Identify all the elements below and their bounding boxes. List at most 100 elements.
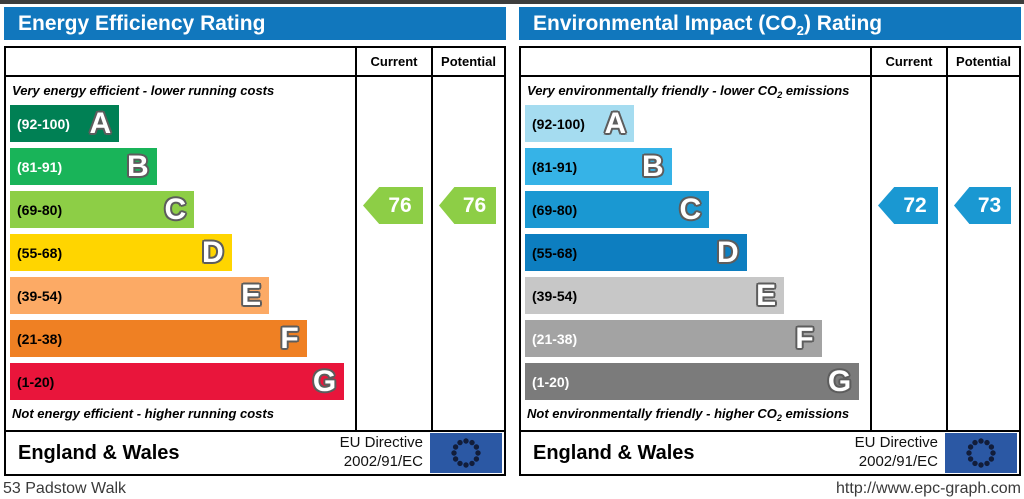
header-spacer [6, 48, 355, 75]
band-range-label: (69-80) [17, 201, 63, 218]
top-caption-suffix: emissions [782, 83, 850, 98]
rating-band-a: (92-100) A [10, 105, 120, 142]
rating-band-a: (92-100) A [525, 105, 635, 142]
eu-directive-line1: EU Directive [339, 434, 423, 452]
potential-column-header: Potential [946, 48, 1019, 75]
bottom-caption-subscript: 2 [776, 413, 782, 423]
epc-charts-row: Energy Efficiency Rating Current Potenti… [0, 4, 1024, 476]
region-label: England & Wales [533, 441, 695, 464]
current-column-header: Current [355, 48, 431, 75]
column-header-row: Current Potential [6, 48, 504, 77]
bottom-caption-text: Not environmentally friendly - higher CO [527, 406, 777, 421]
potential-value-column: 73 [946, 77, 1019, 430]
band-range-label: (92-100) [17, 115, 70, 132]
header-spacer [521, 48, 870, 75]
co2-rating-table: Current Potential Very environmentally f… [519, 46, 1021, 476]
band-letter: G [312, 364, 337, 398]
band-range-label: (39-54) [532, 287, 578, 304]
rating-band-c: (69-80) C [10, 191, 195, 228]
eu-directive-label: EU Directive 2002/91/EC [855, 434, 945, 472]
rating-band-g: (1-20) G [525, 363, 860, 400]
band-range-label: (21-38) [532, 330, 578, 347]
band-letter: E [241, 278, 262, 312]
rating-band-f: (21-38) F [525, 320, 822, 357]
band-range-label: (21-38) [17, 330, 63, 347]
current-column-header: Current [870, 48, 946, 75]
top-caption: Very environmentally friendly - lower CO… [527, 83, 866, 100]
eu-flag-icon [945, 433, 1017, 473]
eu-directive-label: EU Directive 2002/91/EC [340, 434, 430, 472]
eu-flag-icon [430, 433, 502, 473]
rating-band-f: (21-38) F [10, 320, 307, 357]
band-letter: A [604, 106, 627, 140]
current-value-column: 76 [355, 77, 431, 430]
energy-rating-table: Current Potential Very energy efficient … [4, 46, 506, 476]
top-caption-text: Very environmentally friendly - lower CO [527, 83, 778, 98]
rating-band-d: (55-68) D [10, 234, 232, 271]
top-caption: Very energy efficient - lower running co… [12, 83, 351, 100]
bottom-caption: Not energy efficient - higher running co… [12, 406, 351, 423]
rating-band-g: (1-20) G [10, 363, 345, 400]
band-letter: C [164, 192, 187, 226]
band-letter: D [716, 235, 739, 269]
property-address: 53 Padstow Walk [3, 480, 127, 497]
band-letter: B [641, 149, 664, 183]
band-range-label: (55-68) [17, 244, 63, 261]
potential-rating-value: 73 [977, 193, 1002, 217]
footnote-bar: 53 Padstow Walk http://www.epc-graph.com [0, 476, 1024, 498]
rating-body: Very environmentally friendly - lower CO… [521, 77, 1019, 430]
potential-column-header: Potential [431, 48, 504, 75]
panel-title-text: Environmental Impact (CO [533, 12, 797, 35]
rating-band-e: (39-54) E [10, 277, 270, 314]
rating-band-b: (81-91) B [10, 148, 157, 185]
band-range-label: (1-20) [532, 373, 570, 390]
band-letter: B [126, 149, 149, 183]
source-website-url: http://www.epc-graph.com [836, 480, 1021, 497]
window-top-border [0, 0, 1024, 4]
rating-band-b: (81-91) B [525, 148, 672, 185]
rating-band-c: (69-80) C [525, 191, 710, 228]
top-caption-subscript: 2 [777, 90, 783, 100]
potential-rating-arrow: 76 [439, 187, 496, 224]
band-letter: F [280, 321, 299, 355]
panel-title-suffix: ) Rating [803, 12, 883, 35]
band-letter: A [89, 106, 112, 140]
band-letter: D [201, 235, 224, 269]
eu-directive-line2: 2002/91/EC [858, 453, 938, 470]
panel-title-subscript: 2 [796, 23, 804, 38]
environmental-impact-panel: Environmental Impact (CO2) Rating Curren… [519, 7, 1021, 476]
bottom-caption-suffix: emissions [781, 406, 850, 421]
band-range-label: (69-80) [532, 201, 578, 218]
potential-value-column: 76 [431, 77, 504, 430]
band-range-label: (1-20) [17, 373, 55, 390]
rating-band-e: (39-54) E [525, 277, 785, 314]
current-value-column: 72 [870, 77, 946, 430]
potential-rating-value: 76 [462, 193, 487, 217]
band-letter: G [827, 364, 852, 398]
rating-bands-column: Very environmentally friendly - lower CO… [521, 77, 870, 430]
rating-body: Very energy efficient - lower running co… [6, 77, 504, 430]
panel-footer: England & Wales EU Directive 2002/91/EC [6, 430, 504, 474]
band-range-label: (81-91) [17, 158, 63, 175]
energy-panel-title: Energy Efficiency Rating [4, 7, 506, 40]
potential-rating-arrow: 73 [954, 187, 1011, 224]
band-range-label: (39-54) [17, 287, 63, 304]
band-range-label: (81-91) [532, 158, 578, 175]
region-label: England & Wales [18, 441, 180, 464]
column-header-row: Current Potential [521, 48, 1019, 77]
energy-efficiency-panel: Energy Efficiency Rating Current Potenti… [4, 7, 506, 476]
bottom-caption-text: Not energy efficient - higher running co… [12, 406, 274, 421]
panel-footer: England & Wales EU Directive 2002/91/EC [521, 430, 1019, 474]
current-rating-arrow: 76 [363, 187, 423, 224]
band-letter: E [756, 278, 777, 312]
eu-directive-line2: 2002/91/EC [343, 453, 423, 470]
bottom-caption: Not environmentally friendly - higher CO… [527, 406, 866, 423]
co2-panel-title: Environmental Impact (CO2) Rating [519, 7, 1021, 40]
band-letter: C [679, 192, 702, 226]
band-range-label: (92-100) [532, 115, 585, 132]
eu-directive-line1: EU Directive [854, 434, 938, 452]
rating-bands-column: Very energy efficient - lower running co… [6, 77, 355, 430]
current-rating-arrow: 72 [878, 187, 938, 224]
panel-title-text: Energy Efficiency Rating [18, 12, 266, 35]
current-rating-value: 72 [903, 193, 927, 217]
